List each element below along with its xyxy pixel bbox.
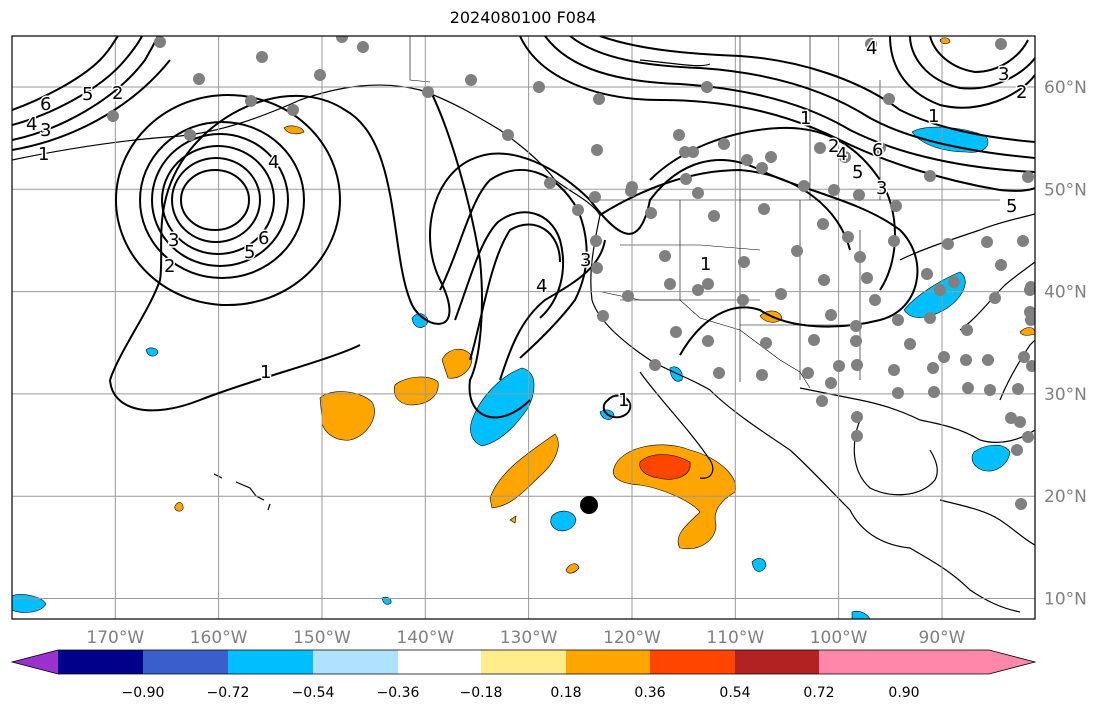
contour-label: 1 [700,254,711,275]
colorbar-segment [398,650,481,674]
colorbar-tick: 0.72 [803,685,834,701]
contour-label: 3 [40,120,51,141]
contour-label: 1 [618,390,629,411]
contour-label: 1 [260,362,271,383]
colorbar-extend-left [12,650,58,674]
colorbar: −0.90 −0.72 −0.54 −0.36 −0.18 0.18 0.36 … [10,649,1037,701]
contour-label: 2 [112,83,123,104]
colorbar-tick: 0.90 [888,685,919,701]
colorbar-segment [143,650,228,674]
colorbar-tick: −0.90 [122,685,165,701]
colorbar-tick: 0.18 [550,685,581,701]
political-borders [409,36,1000,389]
longitude-labels: 170°W 160°W 150°W 140°W 130°W 120°W 110°… [86,628,965,648]
contour-label: 1 [800,108,811,129]
lat-label: 10°N [1044,590,1087,610]
colorbar-tick: −0.18 [460,685,503,701]
colorbar-segment [228,650,313,674]
latitude-labels: 10°N 20°N 30°N 40°N 50°N 60°N [1044,78,1087,610]
colorbar-segment [819,650,904,674]
colorbar-segment [566,650,650,674]
colorbar-segment [481,650,566,674]
colorbar-tick: −0.54 [292,685,335,701]
contour-label: 3 [168,230,179,251]
lon-label: 90°W [919,628,966,648]
contour-lines [12,36,1035,419]
contour-label: 5 [1006,196,1017,217]
contour-label: 2 [828,136,839,157]
colorbar-tick: −0.72 [207,685,250,701]
contour-label: 2 [1016,82,1027,103]
contour-label: 6 [258,228,269,249]
lon-label: 170°W [86,628,144,648]
colorbar-segment [735,650,819,674]
contour-label: 6 [40,94,51,115]
lat-label: 20°N [1044,487,1087,507]
contour-label: 3 [998,64,1009,85]
contour-label: 6 [872,140,883,161]
contour-label: 4 [866,38,877,59]
lon-label: 120°W [603,628,661,648]
contour-label: 1 [38,144,49,165]
contour-label: 3 [876,178,887,199]
contour-label: 4 [836,144,847,165]
map-panel [12,36,1035,619]
contour-label: 5 [852,162,863,183]
lon-label: 150°W [293,628,351,648]
lon-label: 130°W [500,628,558,648]
contour-label: 5 [82,84,93,105]
anomaly-shading [12,37,1035,619]
lat-label: 60°N [1044,78,1087,98]
colorbar-segment [58,650,143,674]
colorbar-extend-right [904,650,1035,674]
lat-label: 40°N [1044,283,1087,303]
lon-label: 110°W [706,628,764,648]
contour-label: 4 [536,276,547,297]
contour-label: 1 [928,106,939,127]
map-frame [11,35,1036,620]
lon-label: 160°W [190,628,248,648]
contour-label: 4 [268,152,279,173]
colorbar-segment [650,650,735,674]
colorbar-segment [313,650,398,674]
contour-label: 5 [244,242,255,263]
contour-label: 2 [164,256,175,277]
lon-label: 140°W [396,628,454,648]
storm-center-marker [580,496,598,514]
colorbar-tick: 0.36 [634,685,665,701]
contour-label: 3 [580,250,591,271]
lat-label: 50°N [1044,180,1087,200]
colorbar-tick: −0.36 [377,685,420,701]
contour-label-group: 6 5 4 3 2 1 4 5 6 3 2 1 4 3 1 1 1 4 5 6 … [25,37,1029,413]
lat-label: 30°N [1044,385,1087,405]
colorbar-tick: 0.54 [719,685,750,701]
map-title: 2024080100 F084 [449,8,597,27]
station-dots [107,36,1035,510]
contour-label: 4 [26,114,37,135]
lon-label: 100°W [810,628,868,648]
